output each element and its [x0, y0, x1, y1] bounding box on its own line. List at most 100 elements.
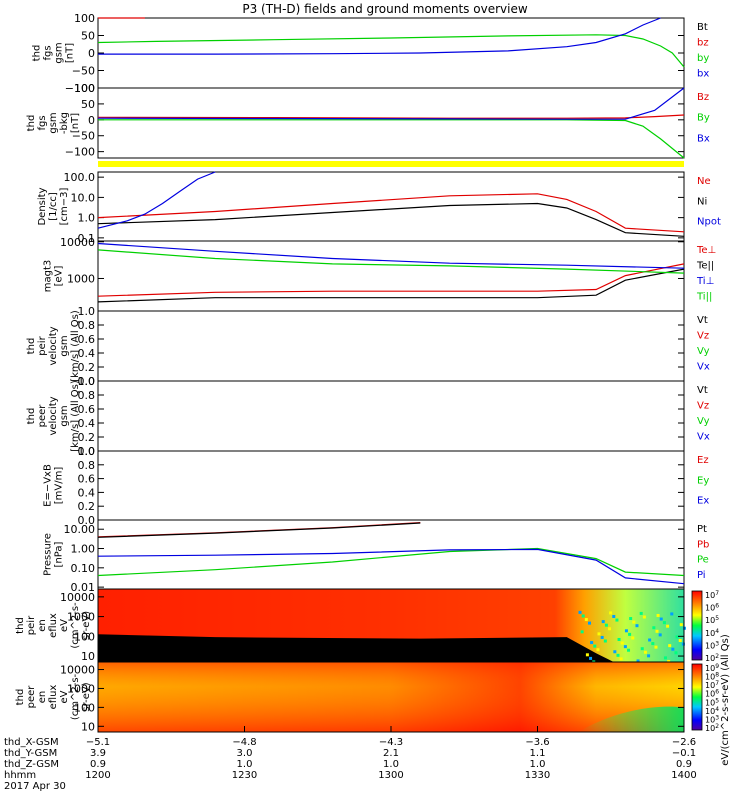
y-tick-label: 0.4 — [78, 347, 96, 360]
colorbar-tick-label: 103 — [705, 714, 719, 724]
ephemeris-row-label: thd_X-GSM — [4, 737, 59, 748]
y-tick-label: 0.0 — [78, 445, 96, 458]
panel-frame — [97, 519, 685, 590]
colorbar-tick-label: 109 — [705, 663, 719, 673]
spectrogram-pixel — [667, 659, 671, 663]
colorbar-tick-label: 108 — [705, 672, 719, 682]
spectrogram-pixel — [651, 642, 655, 646]
legend-entry: Vx — [697, 362, 710, 373]
y-axis-label: velocity — [48, 326, 59, 365]
colorbar-label: eV/(cm^2-s-sr-eV) (All Qs) — [720, 634, 731, 766]
spectrogram-pixel — [624, 629, 628, 633]
spectrogram-pixel — [590, 641, 594, 645]
ephemeris-row-label: thd_Z-GSM — [4, 759, 59, 770]
y-axis-label: thd — [26, 115, 37, 132]
y-axis-label: gsm — [59, 335, 70, 356]
series-line-Pe — [97, 547, 685, 577]
spectrogram-pixel — [581, 614, 585, 618]
spectrogram-pixel — [627, 648, 631, 652]
ephemeris-value: −3.6 — [525, 737, 549, 748]
y-axis-label: [nT] — [70, 113, 81, 133]
y-tick-label: 10.00 — [64, 523, 96, 536]
spectrogram-green-region — [578, 706, 684, 732]
series-line-Pb — [97, 522, 421, 538]
ephemeris-value: −5.1 — [86, 737, 110, 748]
y-axis-label: thd — [26, 338, 37, 355]
spectrogram-pixel — [629, 617, 633, 621]
y-tick-label: 0.8 — [78, 459, 96, 472]
legend-entry: Bt — [697, 22, 708, 33]
y-axis-label: [mV/m] — [54, 467, 65, 505]
legend-entry: Vt — [697, 315, 708, 326]
colorbar-tick-label: 106 — [705, 689, 719, 699]
spectrogram-pixel — [620, 641, 624, 645]
y-axis-label: velocity — [48, 396, 59, 435]
y-axis-label: [cm−3] — [59, 188, 70, 226]
y-axis-label: fgs — [37, 115, 48, 130]
spectrogram-pixel — [631, 636, 635, 640]
y-tick-label: 0.2 — [78, 500, 96, 513]
panel-temperature: 10000 1000 magt3 [eV] Te⊥ Te|| Ti⊥ Ti|| — [43, 236, 716, 312]
spectrogram-pixel — [671, 647, 675, 651]
y-tick-label: 100.0 — [64, 171, 96, 184]
spectrogram-pixel — [628, 632, 632, 636]
legend-entry: Pb — [697, 539, 709, 550]
colorbar-tick-label: 104 — [705, 628, 719, 638]
legend-entry: Pi — [697, 570, 706, 581]
legend-entry: Ni — [697, 196, 707, 207]
y-axis-label: sr-eV) — [81, 682, 92, 711]
legend-entry: Ti⊥ — [696, 276, 714, 287]
spectrogram-pixel — [609, 611, 613, 615]
spectrogram-pixel — [588, 621, 592, 625]
y-axis-label: magt3 — [43, 260, 54, 293]
panel-frame — [97, 171, 685, 242]
y-axis-label: peir — [26, 615, 37, 635]
spectrogram-pixel — [597, 632, 601, 636]
panel-pressure: 10.00 1.00 0.10 0.01 Pressure [nPa] Pt Pb Pe Pi — [43, 519, 709, 594]
y-axis-label: peer — [26, 685, 37, 709]
y-tick-label: −100 — [65, 82, 95, 95]
series-line-Bz — [97, 114, 685, 119]
legend-entry: Npot — [697, 217, 721, 228]
spectrogram-pixel — [600, 635, 604, 639]
y-tick-label: 0.1 — [78, 232, 96, 245]
spectrogram-pixel — [659, 617, 663, 621]
y-tick-label: 0.2 — [78, 361, 96, 374]
legend-entry: Vx — [697, 432, 710, 443]
ephemeris-value: 1.1 — [530, 748, 546, 759]
ephemeris-value: −4.8 — [232, 737, 256, 748]
y-tick-label: 1.0 — [78, 212, 96, 225]
legend-entry: Ti|| — [696, 292, 712, 303]
y-tick-label: 100 — [74, 82, 95, 95]
spectrogram-pixel — [617, 637, 621, 641]
legend-entry: Ne — [697, 176, 711, 187]
spectrogram-pixel — [658, 633, 662, 637]
y-tick-label: 0.6 — [78, 403, 96, 416]
legend-entry: Vy — [697, 416, 710, 427]
ephemeris-value: −0.1 — [672, 748, 696, 759]
y-tick-label: 0.6 — [78, 333, 96, 346]
panel-frame — [97, 240, 685, 312]
y-axis-label: E=−VxB — [43, 464, 54, 507]
spectrogram-shading — [98, 662, 684, 732]
y-tick-label: 1000 — [67, 682, 95, 695]
legend-entry: Vy — [697, 346, 710, 357]
y-tick-label: 10000 — [60, 591, 95, 604]
spectrogram-pixel — [585, 653, 589, 657]
spectrogram-pixel — [635, 624, 639, 628]
y-tick-label: 0.4 — [78, 486, 96, 499]
spectrogram-pixel — [674, 651, 678, 655]
legend-entry: Ex — [697, 496, 709, 507]
series-line-Npot — [97, 171, 216, 229]
spectrogram-pixel — [648, 638, 652, 642]
spectrogram-pixel — [636, 659, 640, 663]
spectrogram-pixel — [603, 639, 607, 643]
colorbar — [691, 663, 703, 731]
y-axis-label: gsm — [48, 112, 59, 133]
y-tick-label: 0.2 — [78, 431, 96, 444]
spectrogram-pixel — [642, 615, 646, 619]
y-tick-label: 10.0 — [71, 191, 96, 204]
legend-entry: Vz — [697, 331, 709, 342]
